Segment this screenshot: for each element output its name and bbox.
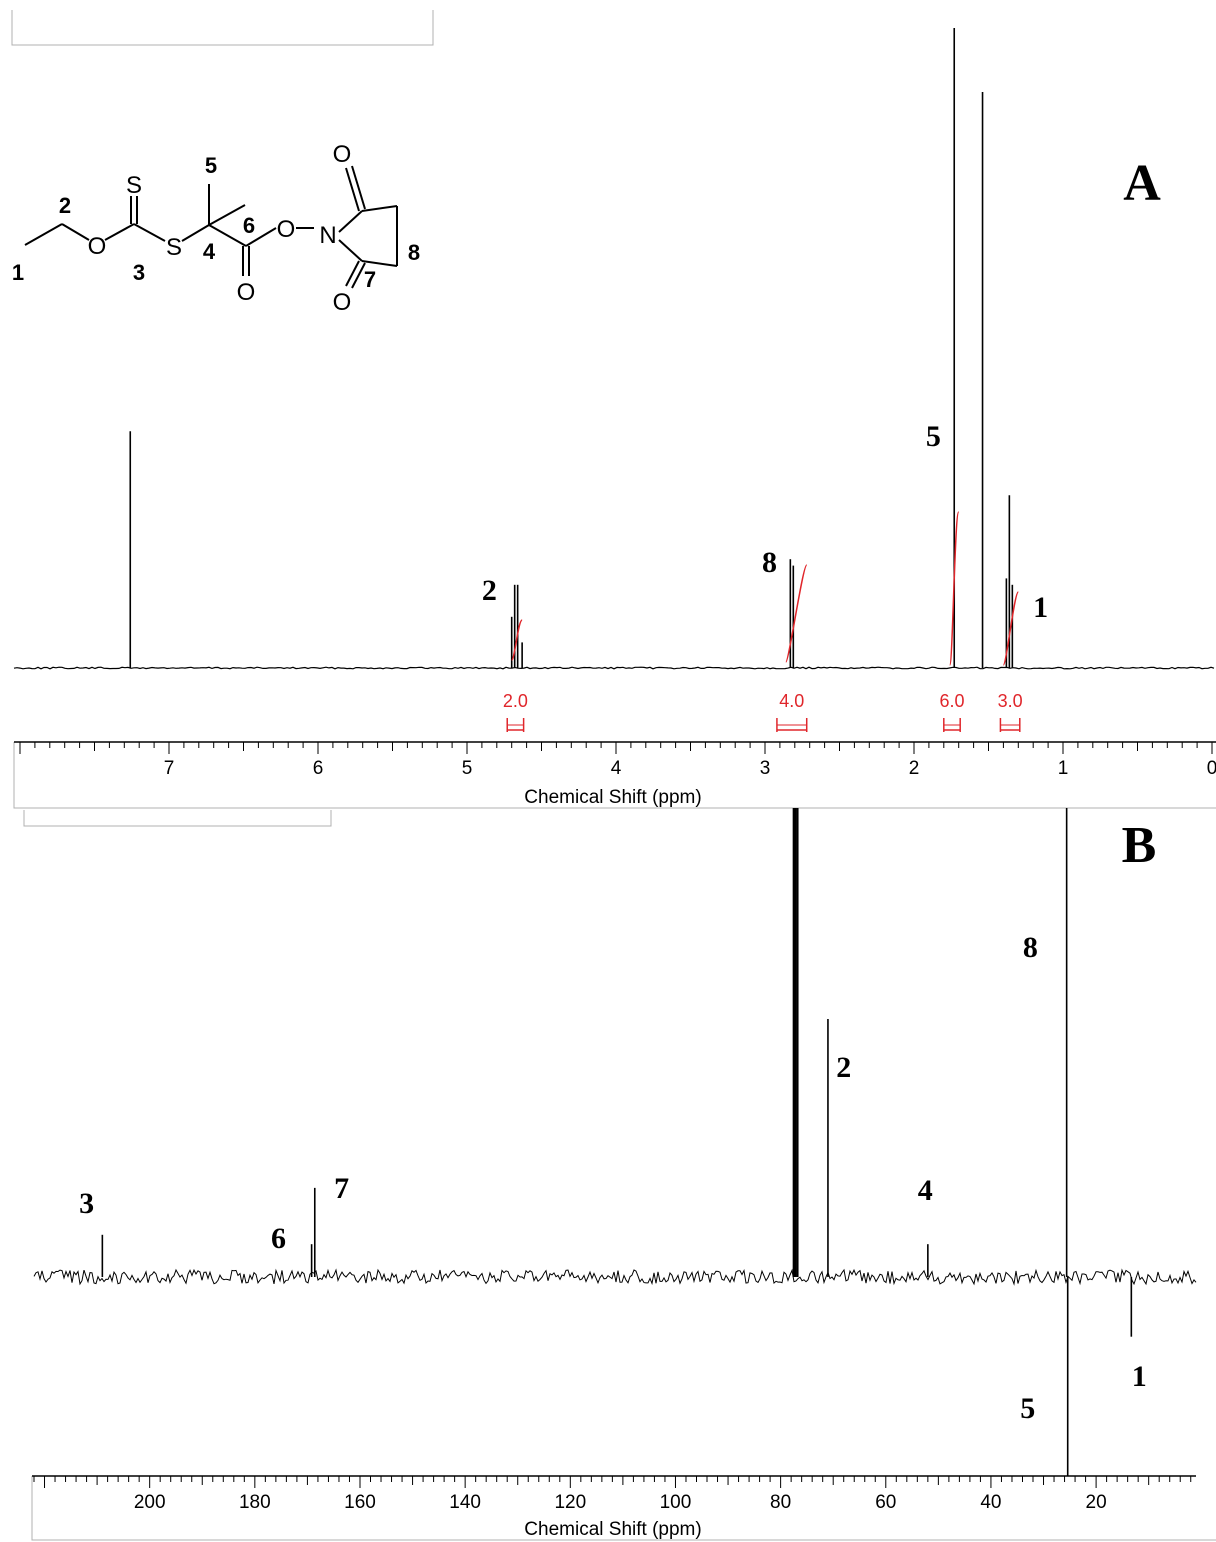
panel-b-tick-label: 60 xyxy=(875,1492,896,1513)
panel-b-peak-label-3: 3 xyxy=(79,1187,94,1220)
frame-lines xyxy=(11,10,1216,1541)
atom-oxygen-ether: O xyxy=(88,233,107,260)
panel-b-label: B xyxy=(1122,817,1157,874)
panel-a-peak-label-8: 8 xyxy=(762,546,777,579)
panel-b-peaks xyxy=(101,808,1133,1476)
structure-number-2: 2 xyxy=(59,193,71,218)
panel-b-x-axis: 200 180 160 140 120 100 80 60 40 20 xyxy=(32,1475,1196,1513)
structure-number-5: 5 xyxy=(205,153,217,178)
structure-number-3: 3 xyxy=(133,260,145,285)
atom-oxygen-imide-top: O xyxy=(333,141,352,168)
panel-a-tick-label: 2 xyxy=(909,758,920,779)
atom-nitrogen: N xyxy=(319,222,336,249)
panel-b-tick-label: 200 xyxy=(134,1492,166,1513)
panel-a-tick-label: 4 xyxy=(611,758,622,779)
panel-a-tick-label: 1 xyxy=(1058,758,1069,779)
panel-a-peak-label-2: 2 xyxy=(482,574,497,607)
panel-a-integral-curve-3 xyxy=(1002,591,1020,666)
structure-number-1: 1 xyxy=(12,260,24,285)
panel-b-peak-labels: 3 6 7 2 4 8 5 1 xyxy=(79,931,1147,1425)
panel-b-peak-label-6: 6 xyxy=(271,1222,286,1255)
panel-a-peaks xyxy=(129,28,1014,668)
structure-number-7: 7 xyxy=(364,267,376,292)
panel-a-peak-labels: 2 8 5 1 xyxy=(482,420,1048,624)
panel-a-tick-label: 3 xyxy=(760,758,771,779)
panel-b-carbon-nmr: 3 6 7 2 4 8 5 1 200 180 160 140 120 100 80 60 40 20 Chem… xyxy=(32,808,1197,1540)
structure-number-6: 6 xyxy=(243,213,255,238)
panel-b-tick-label: 180 xyxy=(239,1492,271,1513)
panel-a-tick-label: 7 xyxy=(164,758,175,779)
panel-b-tick-label: 80 xyxy=(770,1492,791,1513)
panel-b-tick-label: 20 xyxy=(1086,1492,1107,1513)
panel-a-label: A xyxy=(1123,155,1161,212)
structure-atoms: S O S O O N O O xyxy=(88,141,352,316)
panel-b-tick-label: 100 xyxy=(660,1492,692,1513)
panel-a-peak-label-5: 5 xyxy=(926,420,941,453)
panel-a-proton-nmr: 2.0 4.0 6.0 3.0 2 8 5 1 7 6 5 4 3 2 1 0 Chemical Shif… xyxy=(13,28,1216,808)
structure-number-8: 8 xyxy=(408,240,420,265)
atom-sulfur-thione: S xyxy=(126,172,142,199)
panel-b-peak-label-5: 5 xyxy=(1020,1392,1035,1425)
panel-b-peak-label-1: 1 xyxy=(1132,1360,1147,1393)
atom-oxygen-ester: O xyxy=(277,216,296,243)
chemical-structure: S O S O O N O O 1 2 3 4 5 6 7 8 xyxy=(12,141,420,316)
panel-a-integral-curve-2 xyxy=(949,511,960,666)
panel-b-peak-label-4: 4 xyxy=(918,1174,933,1207)
panel-b-spectrum-line xyxy=(33,1268,1197,1286)
atom-oxygen-imide-bottom: O xyxy=(333,289,352,316)
panel-a-integrals: 2.0 4.0 6.0 3.0 xyxy=(503,511,1023,732)
panel-a-integral-value-0: 2.0 xyxy=(503,691,528,711)
panel-b-peak-label-7: 7 xyxy=(334,1172,349,1205)
panel-a-x-axis: 7 6 5 4 3 2 1 0 xyxy=(14,741,1216,779)
atom-sulfur-thioether: S xyxy=(166,234,182,261)
panel-a-tick-label: 6 xyxy=(313,758,324,779)
panel-b-tick-label: 140 xyxy=(449,1492,481,1513)
panel-b-peak-label-8: 8 xyxy=(1023,931,1038,964)
panel-a-integral-value-2: 6.0 xyxy=(939,691,964,711)
panel-a-integral-value-1: 4.0 xyxy=(779,691,804,711)
structure-numbers: 1 2 3 4 5 6 7 8 xyxy=(12,153,420,292)
structure-number-4: 4 xyxy=(203,239,216,264)
panel-a-tick-label: 0 xyxy=(1207,758,1216,779)
panel-a-spectrum-line xyxy=(13,666,1215,670)
panel-a-peak-label-1: 1 xyxy=(1033,591,1048,624)
panel-b-tick-label: 40 xyxy=(980,1492,1001,1513)
panel-a-integral-value-3: 3.0 xyxy=(998,691,1023,711)
panel-a-integral-curve-0 xyxy=(510,619,523,661)
panel-a-integral-curve-1 xyxy=(785,564,808,663)
panel-b-tick-label: 120 xyxy=(554,1492,586,1513)
structure-bonds xyxy=(24,165,398,289)
atom-oxygen-carbonyl: O xyxy=(237,279,256,306)
panel-a-tick-label: 5 xyxy=(462,758,473,779)
panel-b-x-axis-title: Chemical Shift (ppm) xyxy=(524,1519,701,1540)
panel-b-peak-label-2: 2 xyxy=(836,1051,851,1084)
panel-a-x-axis-title: Chemical Shift (ppm) xyxy=(524,787,701,808)
panel-b-tick-label: 160 xyxy=(344,1492,376,1513)
